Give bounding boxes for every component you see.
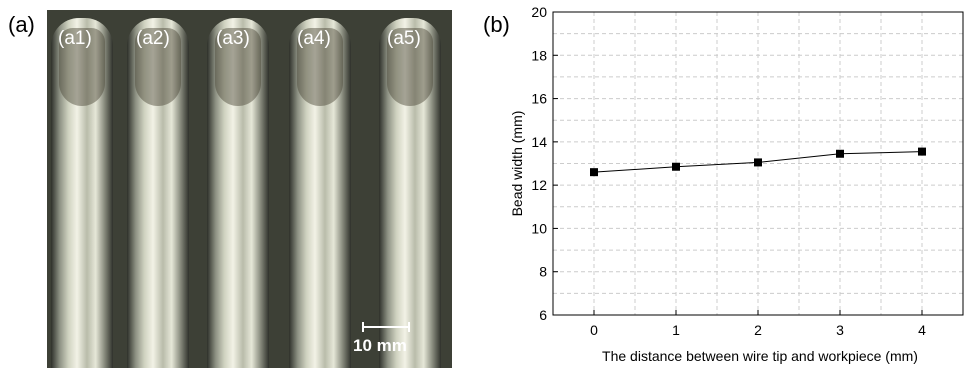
y-tick-label: 14 (531, 134, 547, 150)
x-axis-label: The distance between wire tip and workpi… (602, 348, 918, 364)
y-tick-label: 20 (531, 4, 547, 20)
data-point (754, 158, 762, 167)
weld-bead-a3 (207, 18, 269, 368)
y-tick-label: 10 (531, 220, 547, 236)
y-axis-label: Bead width (mm) (509, 111, 525, 217)
panel-b-label: (b) (483, 12, 510, 37)
weld-bead-a2 (127, 18, 189, 368)
bead-label-a2: (a2) (136, 28, 170, 49)
bead-label-a5: (a5) (387, 28, 421, 49)
bead-label-a1: (a1) (58, 28, 92, 49)
bead-label-a4: (a4) (297, 28, 331, 49)
x-tick-label: 0 (590, 322, 598, 338)
y-tick-label: 16 (531, 91, 547, 107)
x-tick-label: 1 (672, 322, 680, 338)
y-tick-label: 12 (531, 177, 547, 193)
x-tick-label: 2 (754, 322, 762, 338)
data-point (836, 149, 844, 158)
weld-bead-photo: (a1) (a2) (a3) (a4) (a5) 10 mm (47, 10, 452, 368)
data-point (590, 168, 598, 177)
scale-bar (362, 322, 410, 332)
x-tick-label: 4 (918, 322, 926, 338)
weld-bead-a1 (51, 18, 113, 368)
weld-bead-a4 (289, 18, 351, 368)
x-tick-label: 3 (836, 322, 844, 338)
panel-a-label: (a) (8, 12, 35, 37)
y-tick-label: 8 (539, 264, 547, 280)
y-tick-label: 6 (539, 307, 547, 323)
scale-bar-label: 10 mm (353, 336, 407, 355)
bead-label-a3: (a3) (216, 28, 250, 49)
weld-bead-a5 (379, 18, 441, 368)
data-point (918, 147, 926, 156)
data-point (672, 162, 680, 171)
y-tick-label: 18 (531, 47, 547, 63)
